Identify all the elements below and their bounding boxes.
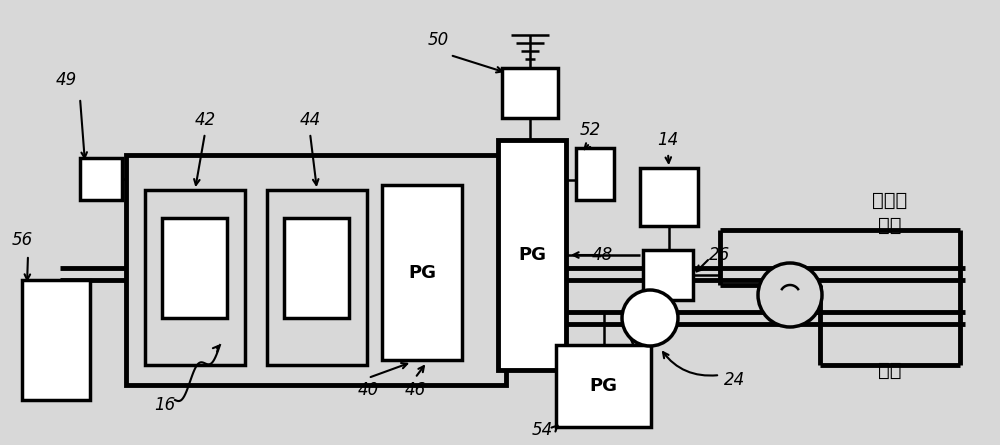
Bar — [498, 140, 566, 370]
Bar — [576, 148, 614, 200]
Text: 44: 44 — [299, 111, 321, 129]
Text: PG: PG — [590, 377, 618, 395]
Text: 42: 42 — [194, 111, 216, 129]
Text: 48: 48 — [591, 246, 613, 264]
Bar — [80, 158, 122, 200]
Text: 40: 40 — [357, 381, 379, 399]
Text: 输入: 输入 — [878, 215, 902, 235]
Bar — [643, 250, 693, 300]
Bar — [267, 190, 367, 365]
Bar — [162, 218, 227, 318]
Text: 输出: 输出 — [878, 360, 902, 380]
Bar — [22, 280, 90, 400]
Text: 56: 56 — [11, 231, 33, 249]
Text: 50: 50 — [427, 31, 449, 49]
Text: 49: 49 — [55, 71, 77, 89]
Bar — [502, 68, 558, 118]
Text: PG: PG — [408, 263, 436, 282]
Bar — [382, 185, 462, 360]
Text: 26: 26 — [709, 246, 731, 264]
Bar — [126, 155, 506, 385]
Text: 46: 46 — [404, 381, 426, 399]
Text: 54: 54 — [531, 421, 553, 439]
Circle shape — [622, 290, 678, 346]
Bar — [145, 190, 245, 365]
Text: 发动机: 发动机 — [872, 190, 908, 210]
Text: 52: 52 — [579, 121, 601, 139]
Text: 14: 14 — [657, 131, 679, 149]
Circle shape — [758, 263, 822, 327]
Text: 16: 16 — [154, 396, 176, 414]
Bar — [284, 218, 349, 318]
Bar — [556, 345, 651, 427]
Text: 24: 24 — [724, 371, 746, 389]
Bar — [640, 168, 698, 226]
Text: PG: PG — [518, 246, 546, 264]
